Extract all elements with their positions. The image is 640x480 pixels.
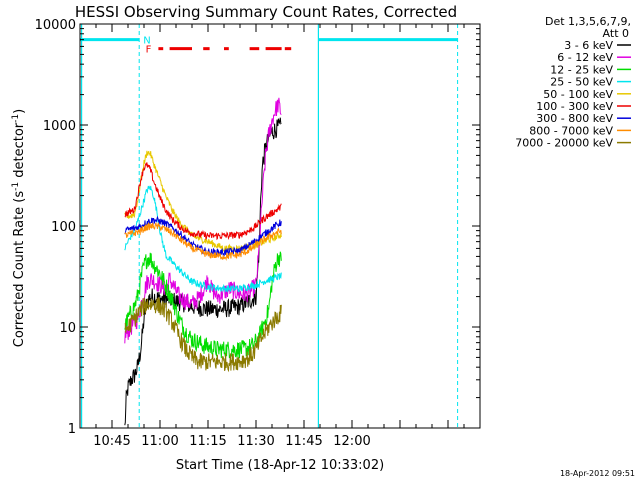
chart-title: HESSI Observing Summary Count Rates, Cor… — [75, 3, 457, 21]
x-tick-label-4: 11:45 — [285, 434, 322, 449]
series-line-4 — [124, 150, 282, 254]
x-tick-label-3: 11:30 — [237, 434, 274, 449]
y-axis-label-mid: detector — [12, 122, 27, 182]
legend-label-2: 12 - 25 keV — [550, 63, 613, 76]
y-tick-label-0: 1 — [68, 422, 76, 437]
series-line-2 — [124, 251, 282, 360]
x-axis-label: Start Time (18-Apr-12 10:33:02) — [176, 458, 384, 473]
y-axis-label: Corrected Count Rate (s-1 detector-1) — [11, 109, 27, 347]
series-line-8 — [124, 297, 282, 373]
legend-label-1: 6 - 12 keV — [557, 51, 613, 64]
x-tick-label-1: 11:00 — [141, 434, 178, 449]
y-tick-label-2: 100 — [51, 220, 76, 235]
legend-label-4: 50 - 100 keV — [543, 88, 613, 101]
y-tick-label-3: 1000 — [43, 119, 76, 134]
series-line-5 — [124, 162, 282, 241]
x-tick-label-2: 11:15 — [189, 434, 226, 449]
y-axis-label-end: ) — [12, 109, 27, 114]
y-axis-label-main: Corrected Count Rate (s — [12, 191, 27, 348]
legend-label-3: 25 - 50 keV — [550, 76, 613, 89]
legend-header-line-2: Att 0 — [603, 27, 629, 40]
x-tick-label-0: 10:45 — [93, 434, 130, 449]
legend-label-6: 300 - 800 keV — [536, 112, 613, 125]
y-axis-label-sup2: -1 — [11, 114, 21, 123]
y-tick-label-4: 10000 — [35, 18, 76, 33]
series-line-1 — [124, 97, 282, 344]
series-line-7 — [124, 222, 282, 262]
legend-header-line-1: Det 1,3,5,6,7,9, — [545, 15, 631, 28]
y-tick-label-1: 10 — [59, 321, 76, 336]
x-tick-label-5: 12:00 — [333, 434, 370, 449]
timestamp: 18-Apr-2012 09:51 — [560, 469, 635, 478]
legend-label-7: 800 - 7000 keV — [529, 124, 613, 137]
series-line-0 — [124, 117, 282, 426]
legend-label-0: 3 - 6 keV — [564, 39, 613, 52]
series-line-3 — [124, 185, 282, 293]
y-axis-label-sup1: -1 — [11, 182, 21, 191]
flare-label: F — [146, 45, 152, 56]
night-label: N — [143, 36, 150, 47]
legend-label-5: 100 - 300 keV — [536, 100, 613, 113]
series-group — [124, 97, 282, 426]
legend-label-8: 7000 - 20000 keV — [515, 137, 613, 150]
plot-area: NF 1 10 100 1000 10000 10:45 11:00 11:15 11:30 11:… — [35, 18, 481, 449]
